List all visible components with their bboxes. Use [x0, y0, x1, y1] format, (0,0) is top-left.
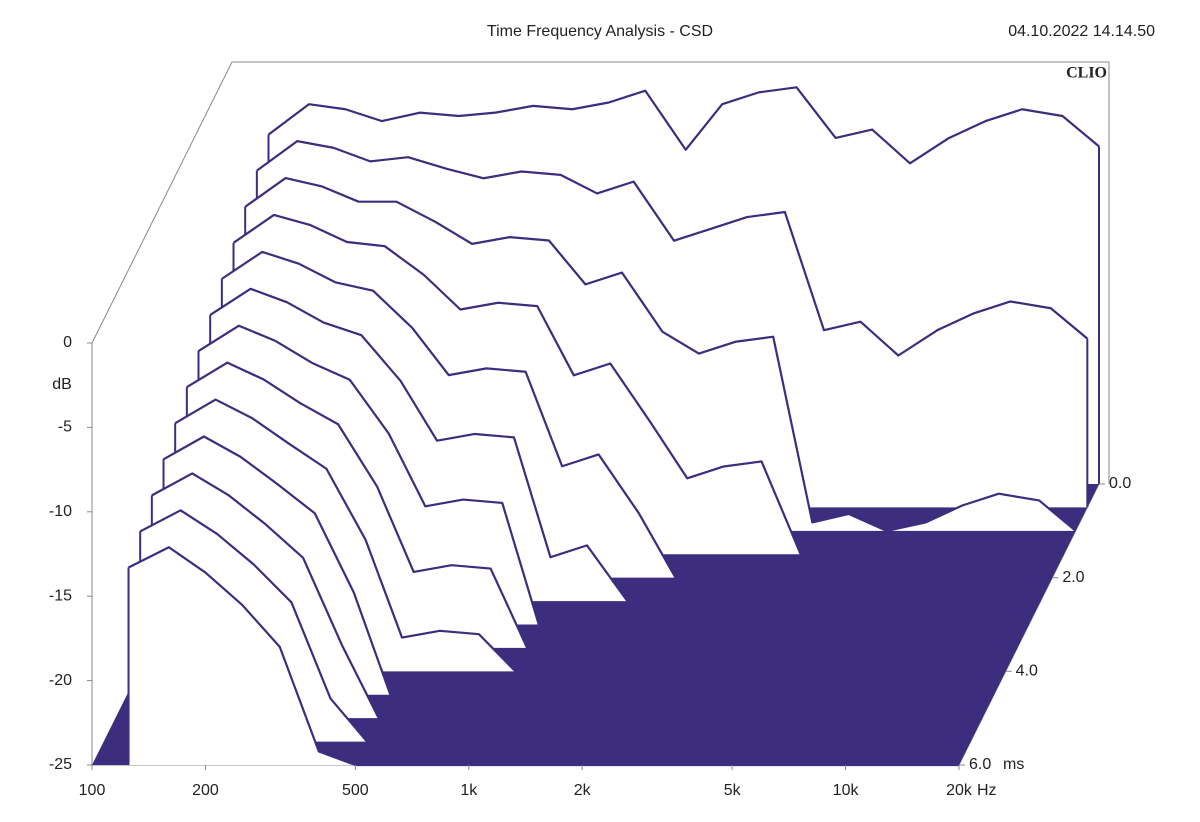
- slice-fill: [186, 362, 1018, 648]
- slice-line: [151, 472, 983, 720]
- y-tick-label: -10: [49, 503, 72, 520]
- slice-line: [232, 213, 1064, 556]
- slice-line: [256, 140, 1089, 357]
- x-unit: Hz: [977, 782, 997, 799]
- y-axis-label: dB: [52, 376, 72, 393]
- plot-area: [87, 61, 1110, 770]
- y-tick-label: 0: [63, 334, 72, 351]
- y-tick-label: -5: [58, 419, 72, 436]
- x-tick-label: 100: [79, 782, 106, 799]
- slice-line: [267, 86, 1100, 165]
- x-tick-label: 200: [192, 782, 219, 799]
- x-tick-label: 1k: [460, 782, 478, 799]
- slice-line: [209, 287, 1041, 603]
- frame: [91, 61, 1110, 484]
- slice-line: [197, 324, 1029, 626]
- slice-line: [186, 361, 1018, 650]
- chart-title: Time Frequency Analysis - CSD: [487, 23, 713, 40]
- x-tick-label: 20k: [946, 782, 973, 799]
- z-tick-label: 6.0: [969, 756, 991, 773]
- z-tick-label: 2.0: [1062, 569, 1084, 586]
- z-unit: ms: [1003, 756, 1024, 773]
- slice-line: [139, 509, 971, 743]
- slice-fill: [175, 399, 1006, 672]
- slice-line: [162, 435, 994, 696]
- brand: CLIO: [1066, 65, 1107, 82]
- y-tick-label: -20: [49, 672, 72, 689]
- x-tick-label: 2k: [574, 782, 592, 799]
- x-tick-label: 500: [342, 782, 369, 799]
- x-tick-label: 5k: [724, 782, 742, 799]
- slice-line: [244, 176, 1077, 532]
- slice-line: [128, 546, 959, 767]
- slice-fill: [198, 325, 1029, 625]
- timestamp: 04.10.2022 14.14.50: [1008, 23, 1155, 40]
- y-tick-label: -15: [49, 587, 72, 604]
- slice-line: [221, 250, 1053, 579]
- z-tick-label: 0.0: [1109, 475, 1131, 492]
- y-tick-label: -25: [49, 756, 72, 773]
- z-tick-label: 4.0: [1016, 663, 1038, 680]
- slice-fill: [128, 547, 959, 765]
- slice-line: [174, 398, 1006, 673]
- x-tick-label: 10k: [833, 782, 860, 799]
